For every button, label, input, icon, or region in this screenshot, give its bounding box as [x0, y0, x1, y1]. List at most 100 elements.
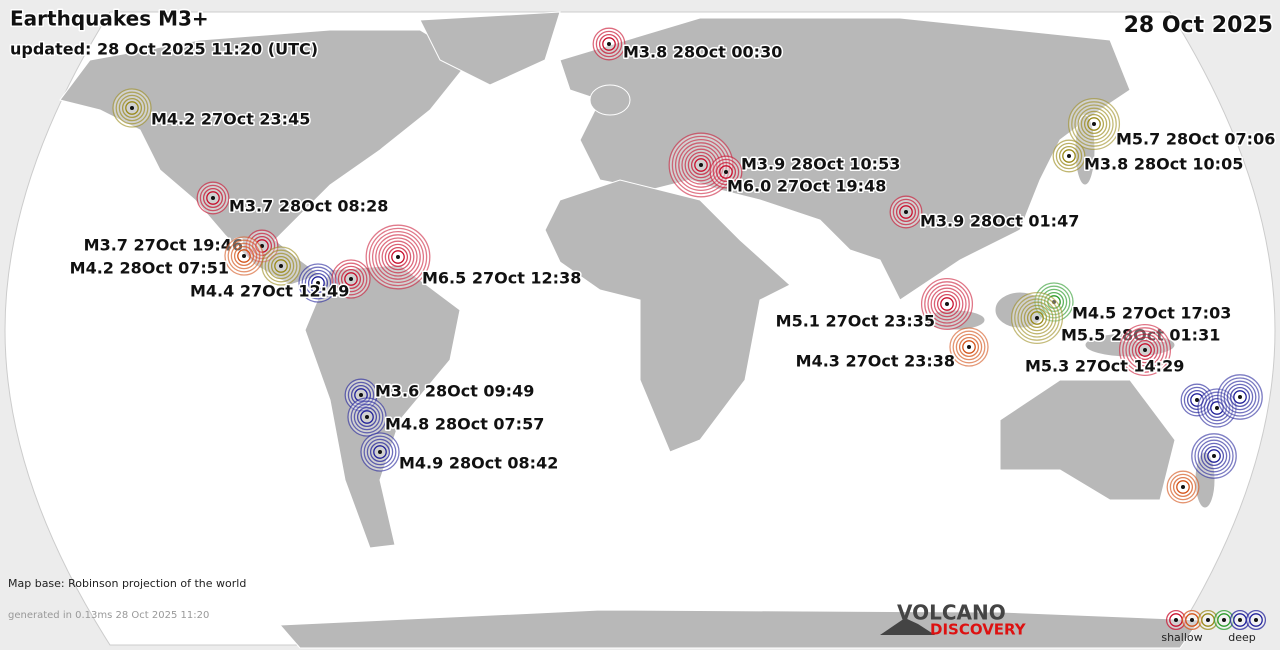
ring	[674, 138, 728, 192]
ring	[1017, 298, 1057, 338]
ring	[1071, 101, 1117, 147]
center	[359, 393, 363, 397]
ring	[1229, 386, 1251, 408]
ring	[1207, 449, 1221, 463]
center	[699, 163, 703, 167]
ring	[237, 249, 251, 263]
ring	[958, 336, 980, 358]
center	[1195, 398, 1199, 402]
quake-marker	[347, 397, 387, 437]
center	[1190, 618, 1194, 622]
quake-marker	[1118, 323, 1172, 377]
ring	[940, 297, 954, 311]
ring	[199, 184, 227, 212]
ring	[1197, 439, 1231, 473]
ring	[1233, 390, 1247, 404]
title: Earthquakes M3+	[10, 7, 209, 31]
quake-marker	[224, 236, 264, 276]
center	[1215, 406, 1219, 410]
quakes: M3.8 28Oct 00:30 M4.2 27Oct 23:45 M5.7 28O…	[68, 27, 1277, 504]
ring	[694, 158, 708, 172]
ring	[391, 250, 405, 264]
ring	[690, 154, 712, 176]
ring	[936, 293, 958, 315]
ring	[118, 94, 146, 122]
ring	[274, 259, 288, 273]
ring	[687, 151, 715, 179]
updated: updated: 28 Oct 2025 11:20 (UTC)	[10, 40, 318, 59]
center	[1254, 618, 1258, 622]
ring	[595, 30, 623, 58]
quake-marker	[1166, 470, 1200, 504]
ring	[206, 191, 220, 205]
quake-marker	[298, 263, 338, 303]
ring	[373, 445, 387, 459]
quake-marker	[360, 432, 400, 472]
ring	[121, 97, 143, 119]
center	[378, 450, 382, 454]
center	[130, 106, 134, 110]
ring	[334, 262, 368, 296]
quake-label: M3.7 28Oct 08:28	[229, 197, 388, 216]
ring	[1223, 380, 1257, 414]
ring	[304, 269, 332, 297]
ring	[927, 284, 967, 324]
center	[1143, 348, 1147, 352]
ring	[1055, 142, 1083, 170]
quake-label: M3.7 27Oct 19:46	[84, 236, 243, 255]
center	[242, 254, 246, 258]
ring	[350, 400, 384, 434]
ring	[895, 201, 917, 223]
ring	[1220, 377, 1260, 417]
quake-marker	[112, 88, 152, 128]
logo-top: VOLCANO	[897, 601, 1006, 625]
center	[1035, 316, 1039, 320]
ring	[1210, 401, 1224, 415]
quake-marker	[1217, 374, 1263, 420]
ring	[712, 158, 740, 186]
ring	[233, 245, 255, 267]
ring	[354, 388, 368, 402]
quake-marker	[920, 277, 974, 331]
ring	[1030, 311, 1044, 325]
quake-label: M5.1 27Oct 23:35	[776, 312, 935, 331]
center	[1181, 485, 1185, 489]
quake-label: M6.0 27Oct 19:48	[727, 177, 886, 196]
ring	[1128, 333, 1162, 367]
center	[365, 415, 369, 419]
center	[211, 196, 215, 200]
ring	[1186, 389, 1208, 411]
ring	[671, 135, 731, 195]
quake-marker	[1067, 97, 1121, 151]
center	[1092, 122, 1096, 126]
ring	[363, 435, 397, 469]
ring	[1122, 327, 1168, 373]
ring	[115, 91, 149, 125]
quake-marker	[365, 224, 431, 290]
ring	[899, 205, 913, 219]
ring	[1203, 394, 1231, 422]
quake-marker	[1191, 433, 1237, 479]
ring	[356, 406, 378, 428]
ring	[384, 243, 412, 271]
ring	[955, 333, 983, 361]
ring	[337, 265, 365, 293]
ring	[307, 272, 329, 294]
ring	[311, 276, 325, 290]
quake-label: M4.3 27Oct 23:38	[796, 352, 955, 371]
ring	[892, 198, 920, 226]
ring	[1014, 295, 1060, 341]
ring	[1062, 149, 1076, 163]
center	[607, 42, 611, 46]
quake-marker	[1010, 291, 1064, 345]
ring	[1194, 436, 1234, 476]
ring	[1134, 339, 1156, 361]
quake-label: M5.3 27Oct 14:29	[1025, 357, 1184, 376]
ring	[1074, 104, 1114, 144]
quake-marker	[889, 195, 923, 229]
ring	[1203, 445, 1225, 467]
ring	[1249, 613, 1263, 627]
quake-marker	[709, 155, 743, 189]
quake-label: M3.8 28Oct 00:30	[623, 43, 782, 62]
quake-label: M3.9 28Oct 10:53	[741, 155, 900, 174]
